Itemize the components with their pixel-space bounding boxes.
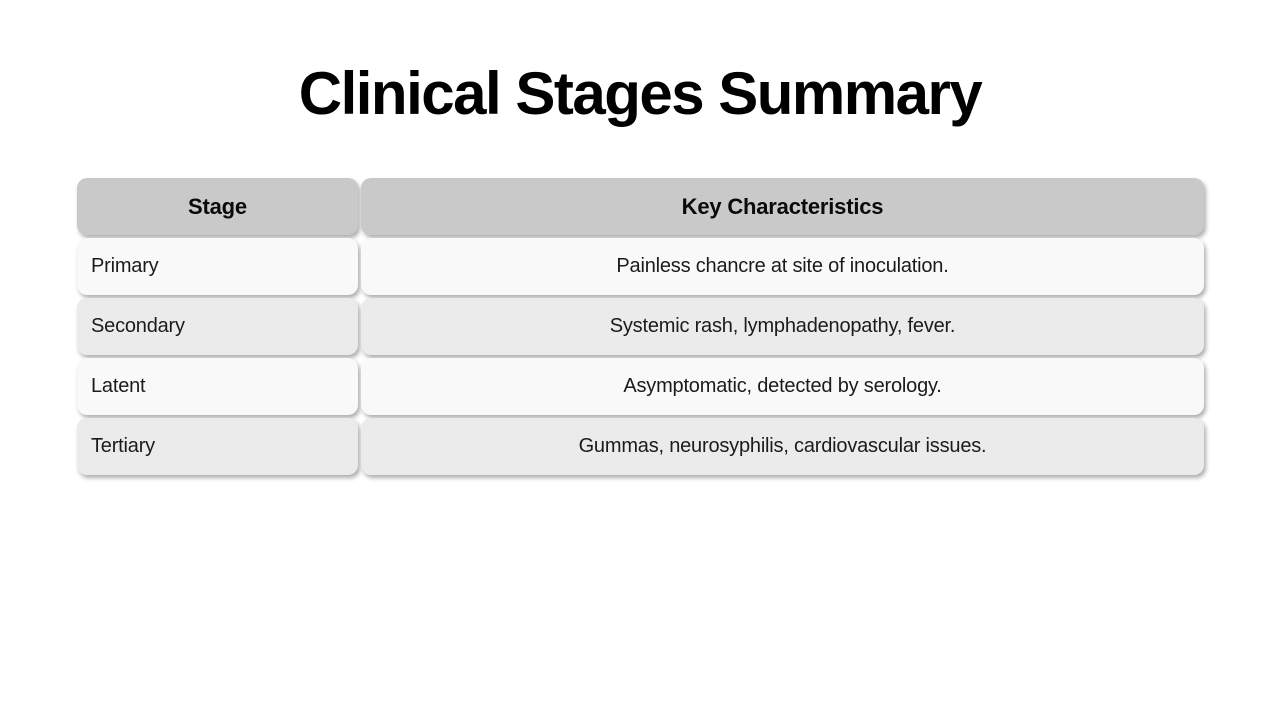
characteristics-cell: Systemic rash, lymphadenopathy, fever. [361,298,1204,355]
stage-cell: Secondary [77,298,358,355]
stage-cell: Latent [77,358,358,415]
table-row-secondary: Secondary Systemic rash, lymphadenopathy… [77,298,1204,355]
page-title: Clinical Stages Summary [298,60,983,127]
table-row-tertiary: Tertiary Gummas, neurosyphilis, cardiova… [77,418,1204,475]
characteristics-cell: Asymptomatic, detected by serology. [361,358,1204,415]
characteristics-cell: Painless chancre at site of inoculation. [361,238,1204,295]
column-header-stage: Stage [77,178,358,235]
characteristics-cell: Gummas, neurosyphilis, cardiovascular is… [361,418,1204,475]
stage-cell: Primary [77,238,358,295]
table-header-row: Stage Key Characteristics [77,178,1204,235]
stage-cell: Tertiary [77,418,358,475]
table-row-primary: Primary Painless chancre at site of inoc… [77,238,1204,295]
column-header-key-characteristics: Key Characteristics [361,178,1204,235]
table-row-latent: Latent Asymptomatic, detected by serolog… [77,358,1204,415]
clinical-stages-table: Stage Key Characteristics Primary Painle… [77,178,1204,475]
